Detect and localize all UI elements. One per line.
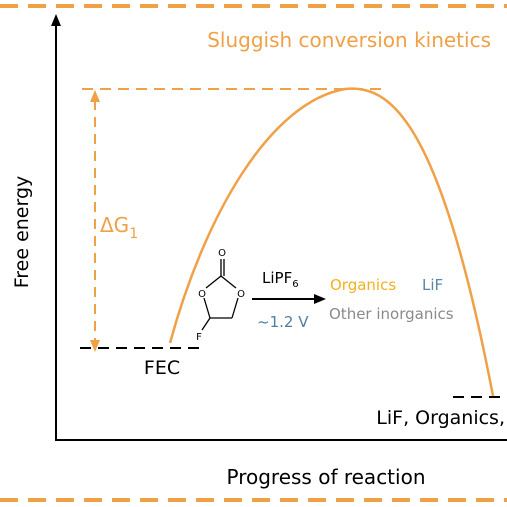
energy-curve xyxy=(168,87,495,397)
product-final-label: LiF, Organics, xyxy=(376,407,505,429)
y-axis-label: Free energy xyxy=(11,176,33,289)
product-other-inorganics: Other inorganics xyxy=(329,305,454,323)
diagram-title: Sluggish conversion kinetics xyxy=(207,28,491,52)
molecule-fluorine: F xyxy=(196,332,202,343)
delta-g-label: ΔG1 xyxy=(100,213,138,242)
reagent-label: LiPF6 xyxy=(262,269,299,290)
molecule-oxygen-left: O xyxy=(198,289,206,300)
product-organics: Organics xyxy=(330,276,396,294)
reaction-arrowhead xyxy=(314,294,326,304)
delta-g-arrowhead-top xyxy=(90,90,100,102)
x-axis-label: Progress of reaction xyxy=(227,465,426,489)
potential-label: ~1.2 V xyxy=(257,313,309,331)
delta-g-arrowhead-bottom xyxy=(90,340,100,352)
product-lif: LiF xyxy=(422,276,443,294)
reactant-label: FEC xyxy=(144,357,180,379)
y-axis-arrowhead xyxy=(51,14,61,26)
fec-molecule xyxy=(201,259,239,331)
molecule-oxygen-right: O xyxy=(237,289,245,300)
molecule-oxygen-top: O xyxy=(218,248,226,259)
